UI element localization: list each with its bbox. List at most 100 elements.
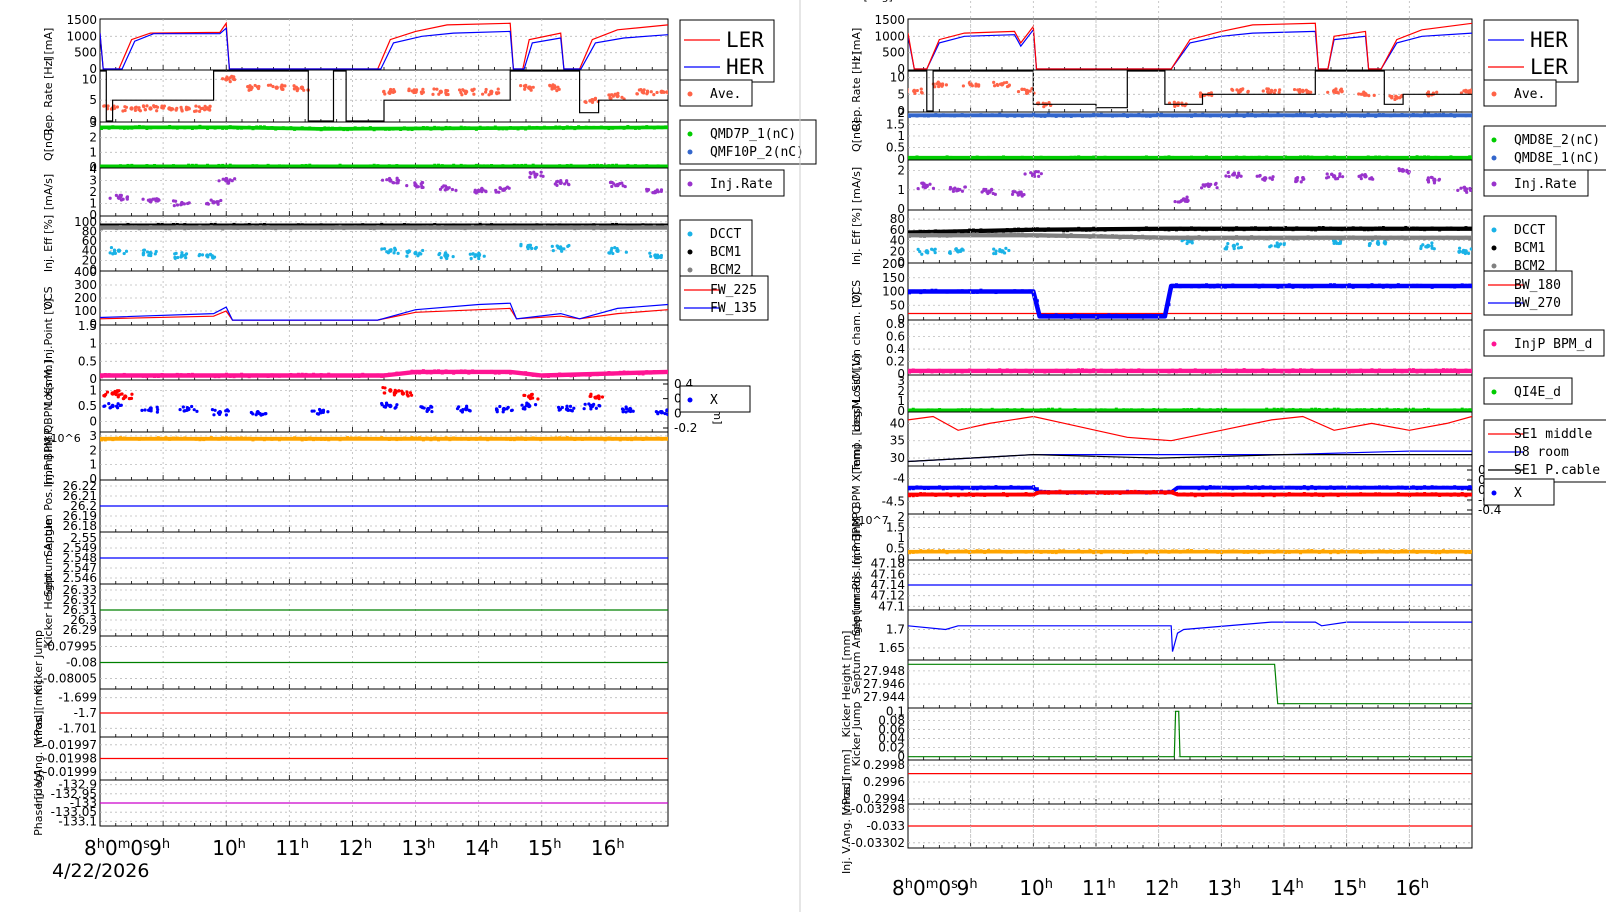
data-point-cloud bbox=[439, 256, 443, 260]
band-mark bbox=[983, 290, 987, 294]
data-point-cloud bbox=[382, 247, 387, 251]
band-mark bbox=[1111, 114, 1115, 118]
data-point-cloud bbox=[209, 198, 213, 202]
band-mark bbox=[941, 234, 945, 238]
y-tick-label: 1 bbox=[89, 145, 97, 159]
y-tick-label: -0.07995 bbox=[43, 640, 97, 654]
band-mark bbox=[1174, 409, 1178, 412]
band-mark bbox=[330, 165, 334, 168]
data-point-cloud bbox=[918, 250, 922, 254]
band-mark bbox=[1235, 112, 1239, 116]
data-point-cloud bbox=[197, 109, 202, 113]
band-mark bbox=[1441, 112, 1445, 116]
band-mark bbox=[1287, 157, 1291, 160]
band-mark bbox=[1381, 236, 1385, 240]
data-point-cloud bbox=[1016, 89, 1021, 94]
y-tick-label: -1.701 bbox=[58, 721, 97, 735]
band-mark bbox=[1099, 233, 1103, 237]
band-mark bbox=[516, 370, 520, 374]
y-tick-label: -133.05 bbox=[51, 805, 97, 819]
band-mark bbox=[1340, 237, 1344, 241]
band-mark bbox=[1080, 114, 1084, 118]
band-mark bbox=[561, 373, 565, 377]
band-mark bbox=[1122, 315, 1126, 319]
band-mark bbox=[111, 125, 115, 129]
y-tick-label: 0 bbox=[897, 202, 905, 216]
data-point-cloud bbox=[539, 174, 543, 178]
band-mark bbox=[1291, 285, 1295, 289]
band-mark bbox=[660, 370, 664, 374]
y-axis-exponent: x10^6 bbox=[44, 432, 81, 445]
band-mark bbox=[1190, 285, 1193, 289]
band-mark bbox=[1190, 369, 1193, 373]
data-point-cloud bbox=[1226, 170, 1230, 175]
data-point-cloud bbox=[1235, 242, 1240, 246]
data-point-cloud bbox=[1437, 177, 1442, 181]
band-mark bbox=[399, 437, 403, 441]
band-mark bbox=[1197, 226, 1201, 230]
band-mark bbox=[1344, 486, 1348, 490]
band-mark bbox=[1178, 156, 1182, 160]
band-mark bbox=[346, 374, 350, 378]
band-mark bbox=[1227, 368, 1231, 372]
band-mark bbox=[365, 436, 369, 440]
band-mark bbox=[1096, 316, 1099, 320]
band-mark bbox=[372, 163, 376, 167]
data-point-cloud bbox=[445, 89, 450, 93]
band-mark bbox=[1020, 407, 1024, 411]
band-mark bbox=[1062, 314, 1066, 318]
band-mark bbox=[1002, 370, 1005, 374]
legend-swatch bbox=[687, 397, 693, 403]
data-point-cloud bbox=[440, 185, 444, 189]
band-mark bbox=[463, 369, 467, 373]
y-tick-label: 0 bbox=[897, 367, 905, 381]
band-mark bbox=[1347, 283, 1351, 287]
y-tick-label: 0 bbox=[89, 317, 97, 331]
y-tick-label: 2.546 bbox=[63, 571, 97, 585]
band-mark bbox=[1186, 156, 1190, 160]
band-mark bbox=[1291, 407, 1295, 411]
band-mark bbox=[1201, 228, 1205, 232]
band-mark bbox=[656, 125, 660, 129]
band-mark bbox=[618, 164, 622, 168]
y-tick-label: 40 bbox=[890, 416, 905, 430]
band-mark bbox=[330, 223, 334, 227]
band-mark bbox=[437, 126, 441, 130]
y-tick-label: 5 bbox=[89, 93, 97, 107]
band-mark bbox=[251, 373, 255, 377]
series-trace-0 bbox=[100, 369, 668, 379]
band-mark bbox=[1423, 155, 1427, 159]
band-mark bbox=[1148, 228, 1152, 232]
band-mark bbox=[979, 228, 983, 232]
band-mark bbox=[956, 408, 960, 412]
band-mark bbox=[501, 164, 505, 168]
y-tick-label: 20 bbox=[890, 244, 905, 258]
band-mark bbox=[975, 408, 979, 412]
data-point-cloud bbox=[920, 252, 924, 256]
band-mark bbox=[349, 436, 353, 440]
band-mark bbox=[1287, 370, 1291, 374]
band-mark bbox=[160, 125, 164, 129]
band-mark bbox=[1092, 155, 1096, 159]
band-mark bbox=[960, 408, 964, 412]
band-mark bbox=[1129, 113, 1133, 117]
y-axis-label: V.Pos. [mm] bbox=[32, 680, 45, 745]
band-mark bbox=[543, 437, 547, 441]
band-mark bbox=[187, 226, 191, 230]
data-point-cloud bbox=[421, 248, 425, 253]
band-mark bbox=[474, 127, 478, 131]
y-tick-label: -1.7 bbox=[74, 706, 97, 720]
band-mark bbox=[262, 226, 266, 230]
band-mark bbox=[1231, 408, 1235, 412]
data-point-cloud bbox=[1185, 197, 1189, 201]
band-mark bbox=[1005, 289, 1009, 293]
band-mark bbox=[1167, 408, 1171, 412]
band-mark bbox=[107, 373, 111, 377]
band-mark bbox=[964, 370, 968, 374]
band-mark bbox=[1058, 369, 1062, 373]
band-mark bbox=[1415, 487, 1419, 491]
data-point-cloud bbox=[1368, 177, 1372, 181]
data-point-cloud bbox=[642, 91, 646, 95]
